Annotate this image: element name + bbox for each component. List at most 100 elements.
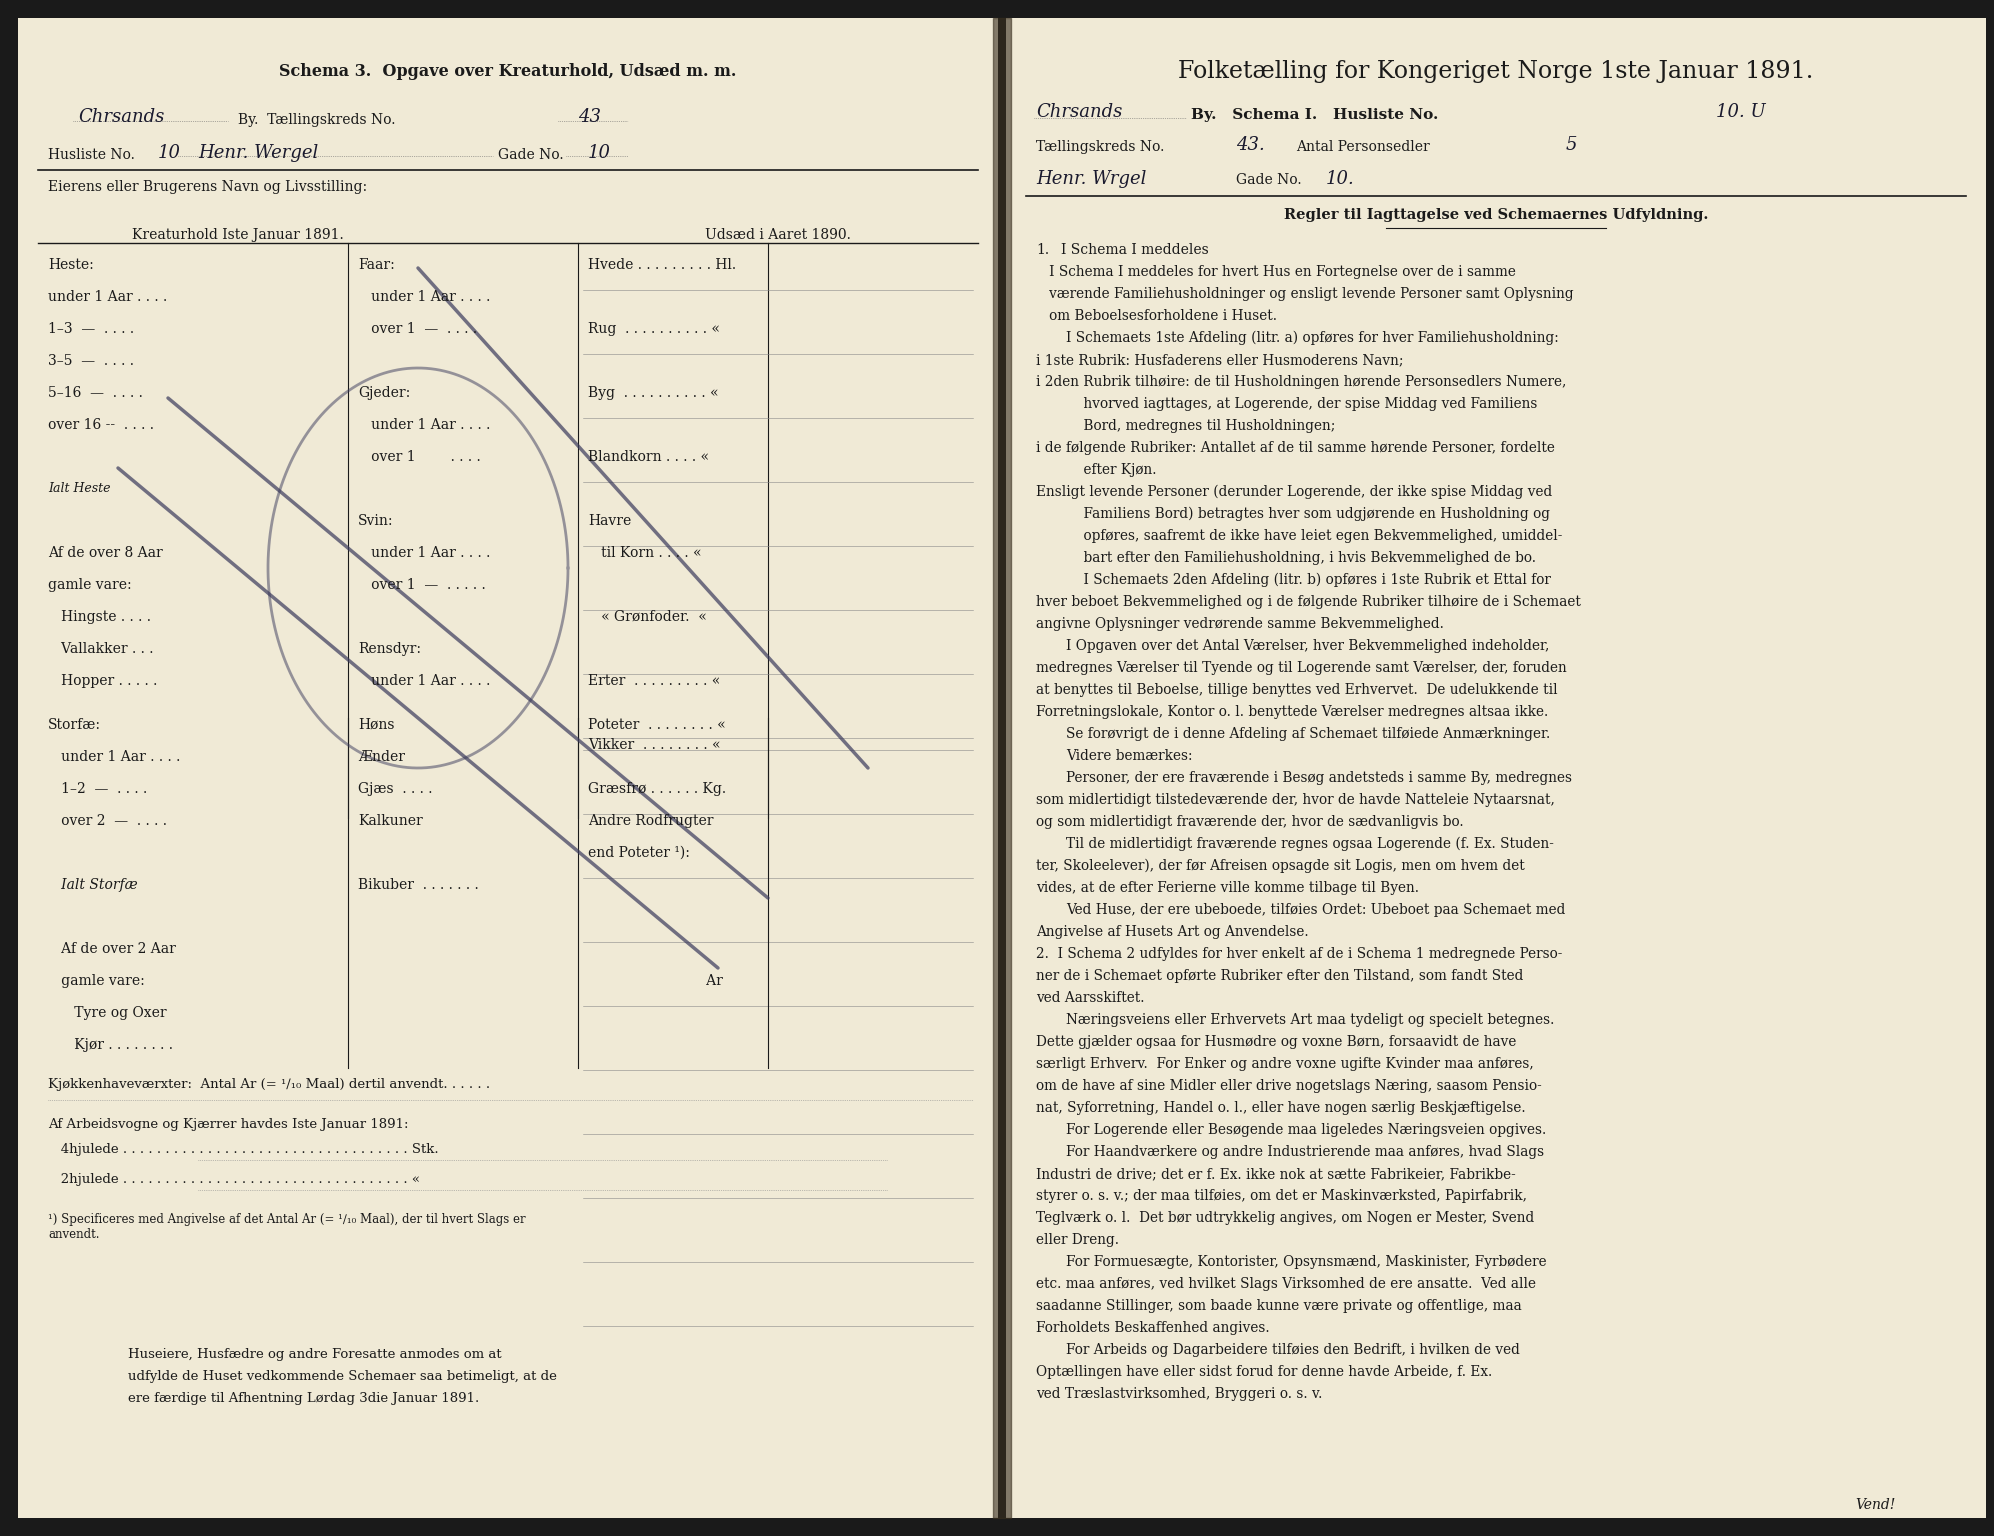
Text: 2.  I Schema 2 udfyldes for hver enkelt af de i Schema 1 medregnede Perso-: 2. I Schema 2 udfyldes for hver enkelt a…	[1037, 948, 1563, 962]
Text: I Schema I meddeles: I Schema I meddeles	[1061, 243, 1212, 257]
Text: Rug  . . . . . . . . . . «: Rug . . . . . . . . . . «	[588, 323, 720, 336]
Text: Storfæ:: Storfæ:	[48, 717, 102, 733]
Text: i de følgende Rubriker: Antallet af de til samme hørende Personer, fordelte: i de følgende Rubriker: Antallet af de t…	[1037, 441, 1555, 455]
Text: 10.: 10.	[1326, 170, 1354, 187]
Text: saadanne Stillinger, som baade kunne være private og offentlige, maa: saadanne Stillinger, som baade kunne vær…	[1037, 1299, 1521, 1313]
Text: styrer o. s. v.; der maa tilføies, om det er Maskinværksted, Papirfabrik,: styrer o. s. v.; der maa tilføies, om de…	[1037, 1189, 1527, 1203]
Text: som midlertidigt tilstedeværende der, hvor de havde Natteleie Nytaarsnat,: som midlertidigt tilstedeværende der, hv…	[1037, 793, 1555, 806]
Text: Se forøvrigt de i denne Afdeling af Schemaet tilføiede Anmærkninger.: Se forøvrigt de i denne Afdeling af Sche…	[1067, 727, 1549, 740]
Text: efter Kjøn.: efter Kjøn.	[1067, 462, 1157, 478]
Text: 1.: 1.	[1037, 243, 1049, 257]
Text: Byg  . . . . . . . . . . «: Byg . . . . . . . . . . «	[588, 386, 718, 399]
Text: Heste:: Heste:	[48, 258, 94, 272]
Text: Hopper . . . . .: Hopper . . . . .	[48, 674, 158, 688]
Text: over 1  —  . . . .: over 1 — . . . .	[359, 323, 477, 336]
Text: Ensligt levende Personer (derunder Logerende, der ikke spise Middag ved: Ensligt levende Personer (derunder Loger…	[1037, 485, 1551, 499]
Text: Tyre og Oxer: Tyre og Oxer	[48, 1006, 167, 1020]
Text: 3–5  —  . . . .: 3–5 — . . . .	[48, 353, 134, 369]
Text: ved Aarsskiftet.: ved Aarsskiftet.	[1037, 991, 1145, 1005]
Text: Vend!: Vend!	[1856, 1498, 1896, 1511]
Text: etc. maa anføres, ved hvilket Slags Virksomhed de ere ansatte.  Ved alle: etc. maa anføres, ved hvilket Slags Virk…	[1037, 1276, 1535, 1290]
Text: Vikker  . . . . . . . . «: Vikker . . . . . . . . «	[588, 737, 720, 753]
Text: Græsfrø . . . . . . Kg.: Græsfrø . . . . . . Kg.	[588, 782, 726, 796]
Text: 5: 5	[1565, 137, 1577, 154]
Text: at benyttes til Beboelse, tillige benyttes ved Erhvervet.  De udelukkende til: at benyttes til Beboelse, tillige benytt…	[1037, 684, 1557, 697]
Text: 10: 10	[588, 144, 610, 161]
Text: Vallakker . . .: Vallakker . . .	[48, 642, 154, 656]
Text: Henr. Wrgel: Henr. Wrgel	[1037, 170, 1147, 187]
Text: I Opgaven over det Antal Værelser, hver Bekvemmelighed indeholder,: I Opgaven over det Antal Værelser, hver …	[1067, 639, 1549, 653]
Text: særligt Erhverv.  For Enker og andre voxne ugifte Kvinder maa anføres,: særligt Erhverv. For Enker og andre voxn…	[1037, 1057, 1533, 1071]
Text: værende Familiehusholdninger og ensligt levende Personer samt Oplysning: værende Familiehusholdninger og ensligt …	[1037, 287, 1573, 301]
Text: om Beboelsesforholdene i Huset.: om Beboelsesforholdene i Huset.	[1037, 309, 1276, 323]
Text: Industri de drive; det er f. Ex. ikke nok at sætte Fabrikeier, Fabrikbe-: Industri de drive; det er f. Ex. ikke no…	[1037, 1167, 1515, 1181]
Text: under 1 Aar . . . .: under 1 Aar . . . .	[359, 290, 491, 304]
Text: Kalkuner: Kalkuner	[359, 814, 423, 828]
Text: I Schemaets 1ste Afdeling (litr. a) opføres for hver Familiehusholdning:: I Schemaets 1ste Afdeling (litr. a) opfø…	[1067, 330, 1559, 346]
Text: Familiens Bord) betragtes hver som udgjørende en Husholdning og: Familiens Bord) betragtes hver som udgjø…	[1067, 507, 1549, 521]
Text: I Schemaets 2den Afdeling (litr. b) opføres i 1ste Rubrik et Ettal for: I Schemaets 2den Afdeling (litr. b) opfø…	[1067, 573, 1551, 587]
Text: 1–3  —  . . . .: 1–3 — . . . .	[48, 323, 134, 336]
Text: eller Dreng.: eller Dreng.	[1037, 1233, 1119, 1247]
Text: Forretningslokale, Kontor o. l. benyttede Værelser medregnes altsaa ikke.: Forretningslokale, Kontor o. l. benytted…	[1037, 705, 1547, 719]
Text: bart efter den Familiehusholdning, i hvis Bekvemmelighed de bo.: bart efter den Familiehusholdning, i hvi…	[1067, 551, 1535, 565]
Text: angivne Oplysninger vedrørende samme Bekvemmelighed.: angivne Oplysninger vedrørende samme Bek…	[1037, 617, 1444, 631]
Text: I Schema I meddeles for hvert Hus en Fortegnelse over de i samme: I Schema I meddeles for hvert Hus en For…	[1037, 266, 1515, 280]
Text: Kreaturhold Iste Januar 1891.: Kreaturhold Iste Januar 1891.	[132, 227, 343, 243]
Text: Høns: Høns	[359, 717, 395, 733]
Text: om de have af sine Midler eller drive nogetslags Næring, saasom Pensio-: om de have af sine Midler eller drive no…	[1037, 1078, 1541, 1094]
Text: Folketælling for Kongeriget Norge 1ste Januar 1891.: Folketælling for Kongeriget Norge 1ste J…	[1178, 60, 1815, 83]
Text: Schema 3.  Opgave over Kreaturhold, Udsæd m. m.: Schema 3. Opgave over Kreaturhold, Udsæd…	[279, 63, 736, 80]
Text: Ar: Ar	[588, 974, 724, 988]
Text: Kjør . . . . . . . .: Kjør . . . . . . . .	[48, 1038, 173, 1052]
Text: udfylde de Huset vedkommende Schemaer saa betimeligt, at de: udfylde de Huset vedkommende Schemaer sa…	[128, 1370, 556, 1382]
Text: 43: 43	[578, 108, 600, 126]
Text: Eierens eller Brugerens Navn og Livsstilling:: Eierens eller Brugerens Navn og Livsstil…	[48, 180, 367, 194]
Text: Angivelse af Husets Art og Anvendelse.: Angivelse af Husets Art og Anvendelse.	[1037, 925, 1308, 938]
Text: Erter  . . . . . . . . . «: Erter . . . . . . . . . «	[588, 674, 720, 688]
Text: Optællingen have eller sidst forud for denne havde Arbeide, f. Ex.: Optællingen have eller sidst forud for d…	[1037, 1366, 1492, 1379]
Text: For Haandværkere og andre Industrierende maa anføres, hvad Slags: For Haandværkere og andre Industrierende…	[1067, 1144, 1543, 1160]
Text: Til de midlertidigt fraværende regnes ogsaa Logerende (f. Ex. Studen-: Til de midlertidigt fraværende regnes og…	[1067, 837, 1553, 851]
Text: 5–16  —  . . . .: 5–16 — . . . .	[48, 386, 144, 399]
Text: end Poteter ¹):: end Poteter ¹):	[588, 846, 690, 860]
Text: Faar:: Faar:	[359, 258, 395, 272]
Text: hvorved iagttages, at Logerende, der spise Middag ved Familiens: hvorved iagttages, at Logerende, der spi…	[1067, 396, 1537, 412]
Text: vides, at de efter Ferierne ville komme tilbage til Byen.: vides, at de efter Ferierne ville komme …	[1037, 882, 1420, 895]
Text: Andre Rodfrugter: Andre Rodfrugter	[588, 814, 714, 828]
Text: 10. U: 10. U	[1717, 103, 1765, 121]
Text: under 1 Aar . . . .: under 1 Aar . . . .	[359, 418, 491, 432]
Text: Ialt Heste: Ialt Heste	[48, 482, 110, 495]
Text: Hvede . . . . . . . . . Hl.: Hvede . . . . . . . . . Hl.	[588, 258, 736, 272]
Text: Næringsveiens eller Erhvervets Art maa tydeligt og specielt betegnes.: Næringsveiens eller Erhvervets Art maa t…	[1067, 1014, 1555, 1028]
Text: Svin:: Svin:	[359, 515, 393, 528]
Text: hver beboet Bekvemmelighed og i de følgende Rubriker tilhøire de i Schemaet: hver beboet Bekvemmelighed og i de følge…	[1037, 594, 1581, 608]
Text: ere færdige til Afhentning Lørdag 3die Januar 1891.: ere færdige til Afhentning Lørdag 3die J…	[128, 1392, 479, 1405]
Text: ¹) Specificeres med Angivelse af det Antal Ar (= ¹∕₁₀ Maal), der til hvert Slags: ¹) Specificeres med Angivelse af det Ant…	[48, 1213, 526, 1241]
Text: 1–2  —  . . . .: 1–2 — . . . .	[48, 782, 148, 796]
Text: Forholdets Beskaffenhed angives.: Forholdets Beskaffenhed angives.	[1037, 1321, 1270, 1335]
Text: Af de over 2 Aar: Af de over 2 Aar	[48, 942, 175, 955]
Text: nat, Syforretning, Handel o. l., eller have nogen særlig Beskjæftigelse.: nat, Syforretning, Handel o. l., eller h…	[1037, 1101, 1525, 1115]
Text: Havre: Havre	[588, 515, 632, 528]
Text: til Korn . . . . «: til Korn . . . . «	[588, 545, 702, 561]
Text: For Formuesægte, Kontorister, Opsynsmænd, Maskinister, Fyrbødere: For Formuesægte, Kontorister, Opsynsmænd…	[1067, 1255, 1547, 1269]
Text: opføres, saafremt de ikke have leiet egen Bekvemmelighed, umiddel-: opføres, saafremt de ikke have leiet ege…	[1067, 528, 1563, 544]
Text: Gade No.: Gade No.	[498, 147, 564, 161]
Text: Poteter  . . . . . . . . «: Poteter . . . . . . . . «	[588, 717, 726, 733]
Text: ter, Skoleelever), der før Afreisen opsagde sit Logis, men om hvem det: ter, Skoleelever), der før Afreisen opsa…	[1037, 859, 1525, 874]
Text: 2hjulede . . . . . . . . . . . . . . . . . . . . . . . . . . . . . . . . . . «: 2hjulede . . . . . . . . . . . . . . . .…	[48, 1174, 421, 1186]
Text: over 2  —  . . . .: over 2 — . . . .	[48, 814, 167, 828]
Text: 43.: 43.	[1236, 137, 1264, 154]
Text: medregnes Værelser til Tyende og til Logerende samt Værelser, der, foruden: medregnes Værelser til Tyende og til Log…	[1037, 660, 1567, 674]
Text: Bord, medregnes til Husholdningen;: Bord, medregnes til Husholdningen;	[1067, 419, 1336, 433]
FancyBboxPatch shape	[1007, 18, 1986, 1518]
Text: Kjøkkenhaveværxter:  Antal Ar (= ¹∕₁₀ Maal) dertil anvendt. . . . . .: Kjøkkenhaveværxter: Antal Ar (= ¹∕₁₀ Maa…	[48, 1078, 491, 1091]
Text: Dette gjælder ogsaa for Husmødre og voxne Børn, forsaavidt de have: Dette gjælder ogsaa for Husmødre og voxn…	[1037, 1035, 1515, 1049]
Text: over 1        . . . .: over 1 . . . .	[359, 450, 481, 464]
Text: Af de over 8 Aar: Af de over 8 Aar	[48, 545, 164, 561]
Text: Udsæd i Aaret 1890.: Udsæd i Aaret 1890.	[706, 227, 851, 243]
Text: over 16 --  . . . .: over 16 -- . . . .	[48, 418, 154, 432]
Text: Chrsands: Chrsands	[78, 108, 164, 126]
Text: ved Træslastvirksomhed, Bryggeri o. s. v.: ved Træslastvirksomhed, Bryggeri o. s. v…	[1037, 1387, 1322, 1401]
